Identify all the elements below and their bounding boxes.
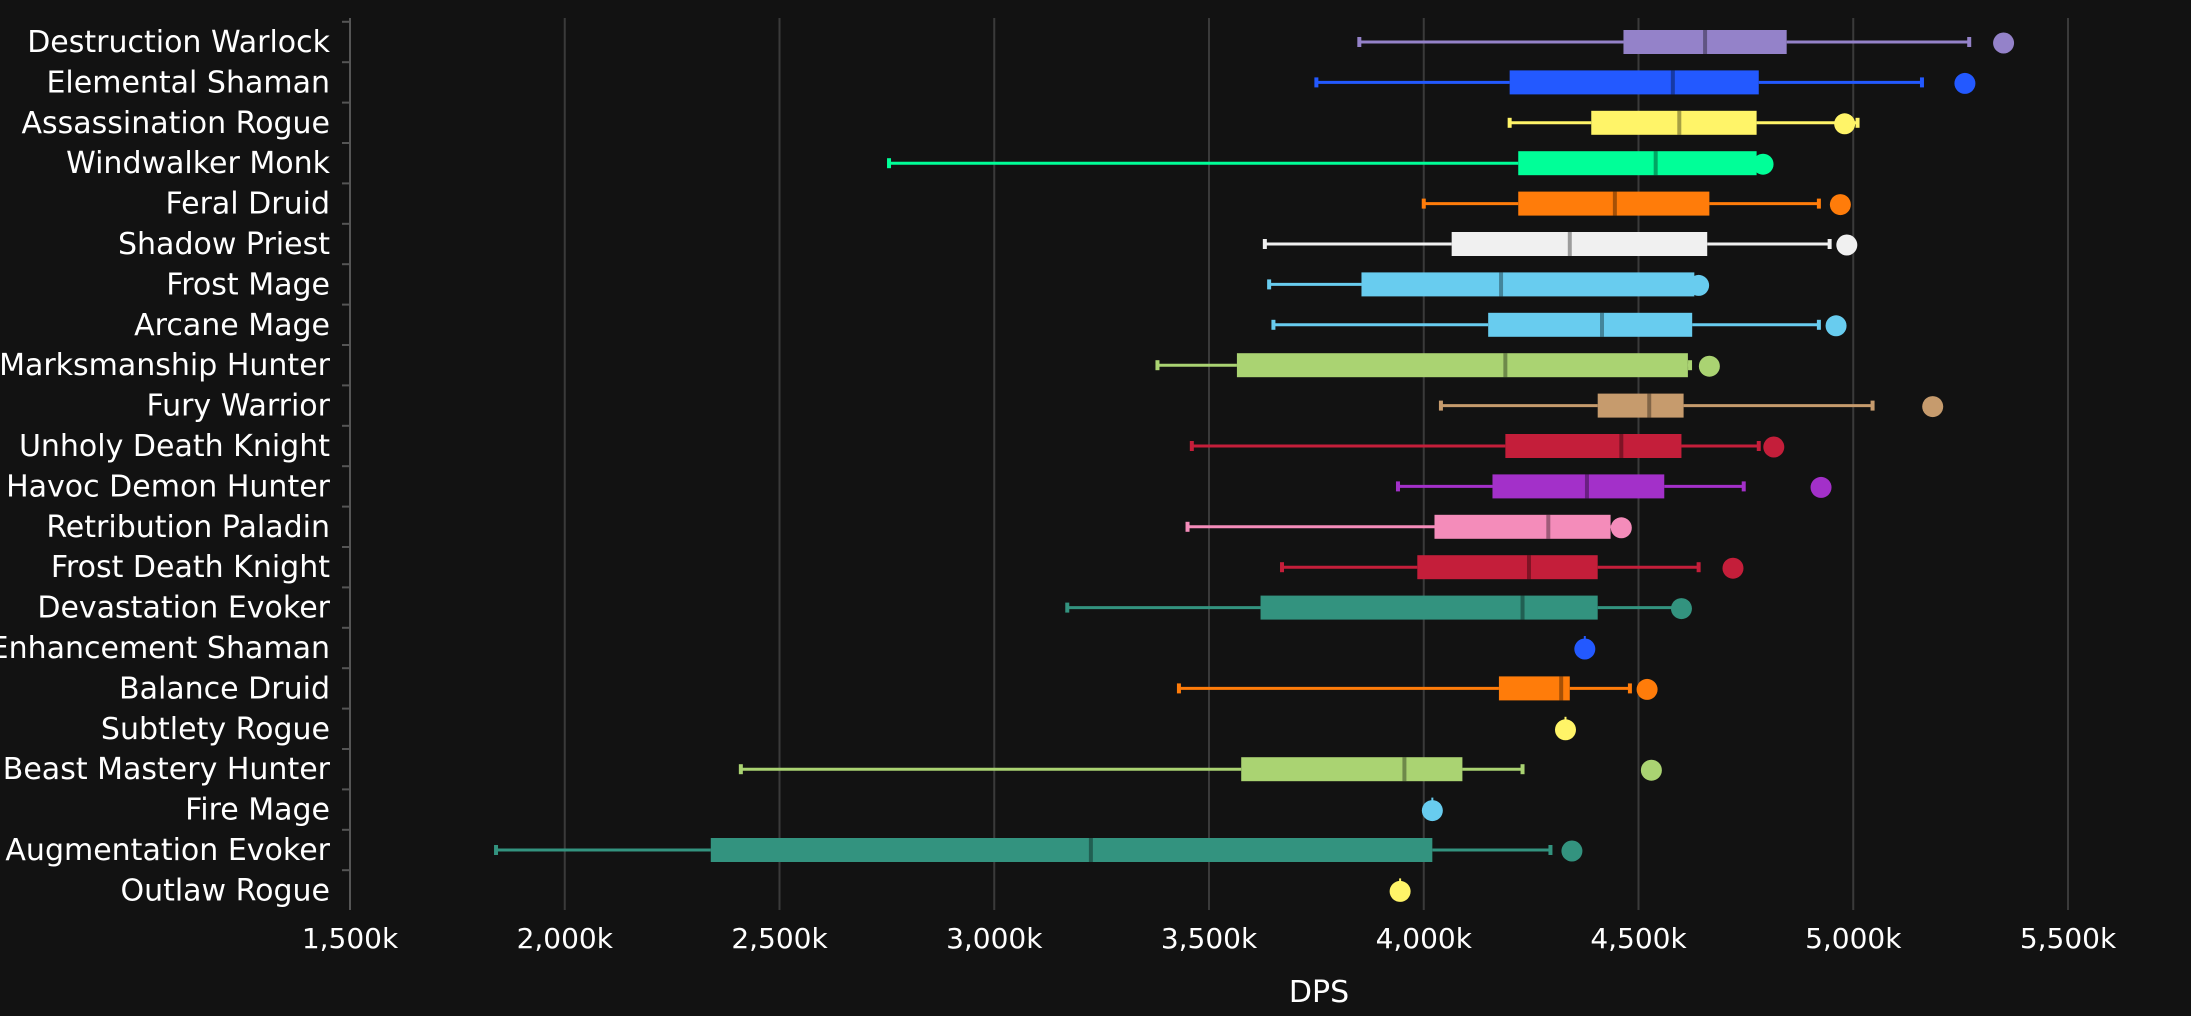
box-assassination-rogue [1507, 110, 1860, 135]
box-marksmanship-hunter [1155, 353, 1720, 378]
max-point [1836, 234, 1858, 256]
max-point [1954, 72, 1976, 94]
box-iqr [1361, 272, 1695, 297]
category-label: Devastation Evoker [37, 591, 330, 626]
box-shadow-priest [1262, 232, 1858, 256]
category-label: Balance Druid [119, 671, 330, 706]
box-iqr [1492, 474, 1665, 499]
category-label: Beast Mastery Hunter [3, 752, 331, 787]
category-label: Frost Mage [166, 267, 330, 302]
max-point [1993, 32, 2015, 54]
box-iqr [1591, 110, 1757, 135]
box-iqr [1488, 312, 1693, 337]
y-axis [342, 18, 351, 910]
category-label: Marksmanship Hunter [0, 348, 331, 383]
x-tick-label: 3,000k [946, 922, 1043, 955]
max-point [1389, 880, 1411, 902]
category-label: Arcane Mage [134, 308, 330, 343]
max-point [1810, 476, 1832, 498]
box-retribution-paladin [1185, 514, 1632, 539]
x-tick-label: 2,500k [731, 922, 828, 955]
box-balance-druid [1176, 676, 1658, 701]
box-havoc-demon-hunter [1395, 474, 1832, 499]
max-point [1640, 759, 1662, 781]
box-unholy-death-knight [1189, 434, 1785, 458]
max-point [1670, 598, 1692, 620]
category-label: Frost Death Knight [51, 550, 330, 585]
x-tick-label: 4,000k [1376, 922, 1473, 955]
max-point [1610, 517, 1632, 539]
box-devastation-evoker [1065, 595, 1692, 620]
box-subtlety-rogue [1554, 716, 1576, 741]
box-fury-warrior [1438, 393, 1944, 418]
max-point [1688, 274, 1710, 296]
x-axis-title: DPS [1289, 975, 1349, 1010]
category-label: Augmentation Evoker [5, 833, 330, 868]
box-iqr [1505, 434, 1682, 458]
max-point [1561, 840, 1583, 862]
category-label: Fury Warrior [146, 389, 330, 424]
max-point [1825, 315, 1847, 337]
max-point [1698, 355, 1720, 377]
box-beast-mastery-hunter [738, 757, 1662, 782]
category-label: Fire Mage [185, 793, 330, 828]
x-axis-ticks: 1,500k 2,000k 2,500k 3,000k 3,500k 4,000k 4,50… [302, 922, 2117, 955]
category-label: Havoc Demon Hunter [6, 469, 331, 504]
box-iqr [1597, 393, 1684, 418]
box-windwalker-monk [887, 151, 1774, 176]
max-point [1554, 719, 1576, 741]
category-label: Feral Druid [166, 187, 331, 222]
box-feral-druid [1421, 191, 1851, 216]
box-iqr [1623, 30, 1787, 54]
x-tick-label: 1,500k [302, 922, 399, 955]
box-iqr [1451, 232, 1708, 256]
box-fire-mage [1421, 797, 1443, 822]
box-frost-mage [1267, 272, 1710, 297]
box-iqr [1518, 191, 1710, 216]
box-iqr [1236, 353, 1688, 378]
box-iqr [1417, 555, 1598, 580]
max-point [1752, 153, 1774, 175]
max-point [1574, 638, 1596, 660]
x-tick-label: 5,500k [2020, 922, 2117, 955]
box-iqr [1518, 151, 1757, 176]
box-arcane-mage [1271, 312, 1847, 337]
max-point [1834, 113, 1856, 135]
category-label: Outlaw Rogue [120, 873, 330, 908]
max-point [1829, 194, 1851, 216]
box-iqr [1509, 70, 1759, 95]
category-label: Windwalker Monk [66, 146, 331, 181]
max-point [1636, 678, 1658, 700]
box-iqr [1434, 514, 1611, 539]
x-tick-label: 3,500k [1161, 922, 1258, 955]
max-point [1922, 396, 1944, 418]
category-label: Retribution Paladin [46, 510, 330, 545]
x-tick-label: 4,500k [1590, 922, 1687, 955]
box-frost-death-knight [1280, 555, 1744, 580]
box-destruction-warlock [1357, 30, 2015, 54]
max-point [1722, 557, 1744, 579]
box-iqr [1260, 595, 1598, 620]
box-outlaw-rogue [1389, 878, 1411, 902]
category-label: Enhancement Shaman [0, 631, 330, 666]
category-label: Shadow Priest [118, 227, 330, 262]
x-tick-label: 2,000k [517, 922, 614, 955]
category-label: Destruction Warlock [27, 25, 330, 60]
category-label: Unholy Death Knight [19, 429, 330, 464]
box-iqr [1498, 676, 1570, 701]
box-augmentation-evoker [494, 838, 1583, 862]
box-iqr [1241, 757, 1463, 782]
category-labels: Destruction Warlock Elemental Shaman Assas… [0, 25, 331, 908]
box-iqr [710, 838, 1433, 862]
box-enhancement-shaman [1574, 636, 1596, 660]
x-tick-label: 5,000k [1805, 922, 1902, 955]
max-point [1421, 800, 1443, 822]
category-label: Elemental Shaman [46, 65, 330, 100]
box-elemental-shaman [1314, 70, 1976, 95]
max-point [1763, 436, 1785, 458]
plot-area [494, 30, 2015, 902]
category-label: Assassination Rogue [21, 106, 330, 141]
category-label: Subtlety Rogue [101, 712, 330, 747]
